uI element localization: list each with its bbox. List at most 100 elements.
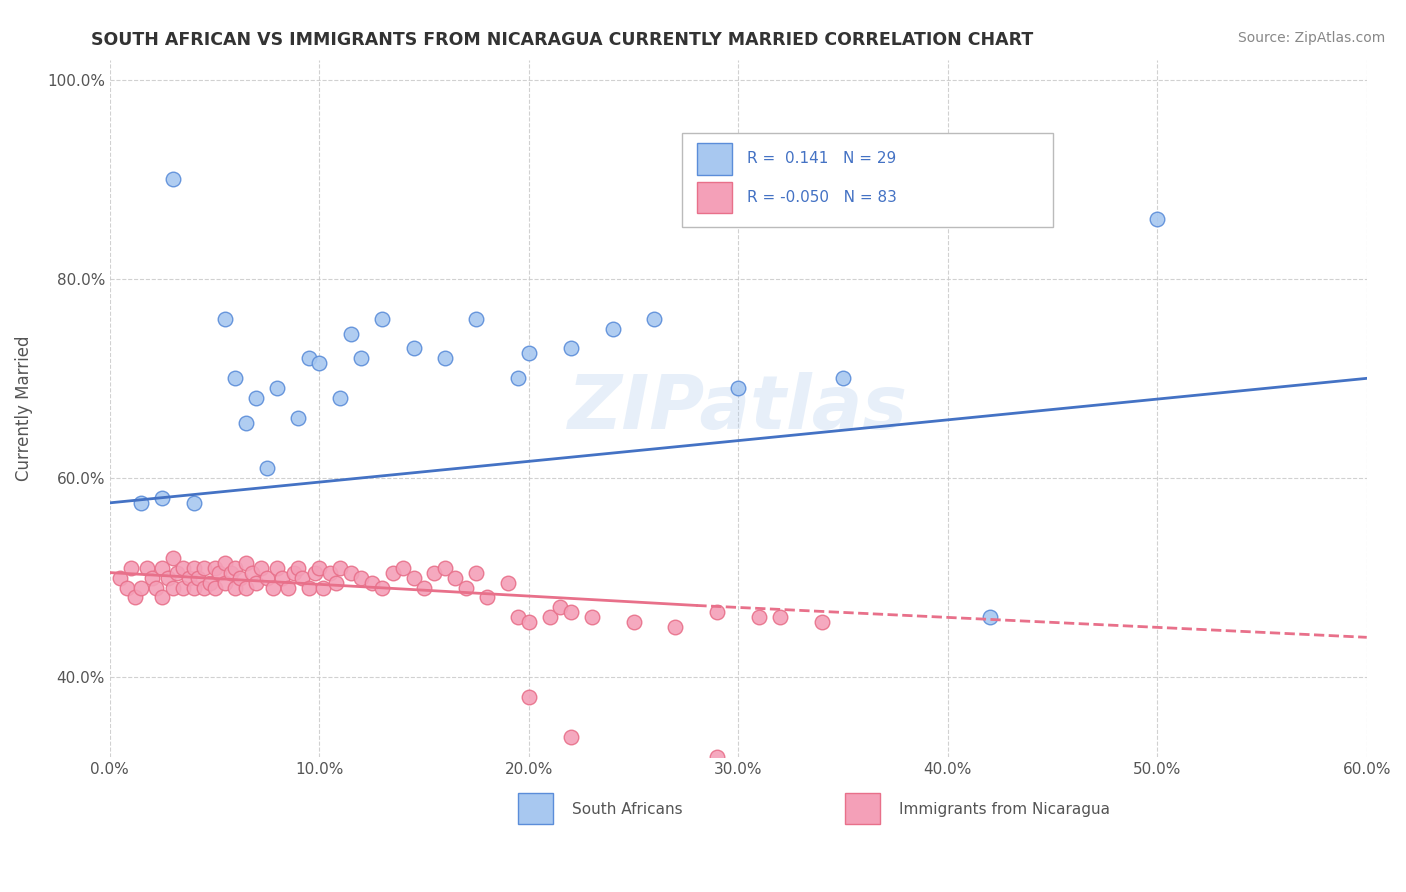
Text: South Africans: South Africans bbox=[572, 802, 683, 817]
Bar bbox=[697, 144, 733, 175]
Point bbox=[214, 311, 236, 326]
Point bbox=[162, 172, 184, 186]
Point bbox=[124, 591, 146, 605]
Point bbox=[235, 416, 257, 430]
Point bbox=[308, 356, 330, 370]
Point bbox=[402, 342, 425, 356]
Point bbox=[560, 730, 582, 744]
Text: R =  0.141   N = 29: R = 0.141 N = 29 bbox=[747, 152, 896, 167]
Point bbox=[277, 581, 299, 595]
Point bbox=[298, 581, 321, 595]
Point bbox=[508, 610, 530, 624]
Point bbox=[371, 581, 394, 595]
Point bbox=[256, 570, 278, 584]
Point bbox=[110, 570, 132, 584]
Point bbox=[979, 610, 1001, 624]
Point bbox=[291, 570, 314, 584]
Point bbox=[454, 581, 477, 595]
Point bbox=[256, 461, 278, 475]
Point bbox=[832, 371, 855, 385]
Point bbox=[141, 570, 163, 584]
Point bbox=[208, 566, 231, 580]
Point bbox=[204, 560, 226, 574]
Point bbox=[115, 581, 138, 595]
Point bbox=[371, 311, 394, 326]
Point bbox=[392, 560, 415, 574]
Point bbox=[245, 575, 267, 590]
Point bbox=[602, 321, 624, 335]
Point bbox=[664, 620, 686, 634]
Point bbox=[193, 581, 215, 595]
FancyBboxPatch shape bbox=[682, 133, 1053, 227]
Point bbox=[219, 566, 242, 580]
Point bbox=[623, 615, 645, 630]
Point bbox=[581, 610, 603, 624]
Point bbox=[517, 690, 540, 704]
Text: SOUTH AFRICAN VS IMMIGRANTS FROM NICARAGUA CURRENTLY MARRIED CORRELATION CHART: SOUTH AFRICAN VS IMMIGRANTS FROM NICARAG… bbox=[91, 31, 1033, 49]
Point bbox=[200, 575, 222, 590]
Point bbox=[150, 591, 173, 605]
Point bbox=[183, 496, 205, 510]
Point bbox=[266, 381, 288, 395]
Point bbox=[329, 391, 352, 405]
Point bbox=[193, 560, 215, 574]
Point bbox=[287, 560, 309, 574]
Point bbox=[214, 556, 236, 570]
Point bbox=[325, 575, 347, 590]
Point bbox=[413, 581, 436, 595]
Text: Immigrants from Nicaragua: Immigrants from Nicaragua bbox=[900, 802, 1111, 817]
Point bbox=[538, 610, 561, 624]
Point bbox=[270, 570, 292, 584]
Point bbox=[172, 581, 194, 595]
Point bbox=[402, 570, 425, 584]
Point bbox=[136, 560, 159, 574]
Point bbox=[162, 581, 184, 595]
Point bbox=[183, 560, 205, 574]
Point bbox=[811, 615, 834, 630]
Point bbox=[245, 391, 267, 405]
Point bbox=[423, 566, 446, 580]
Point bbox=[150, 560, 173, 574]
Point bbox=[235, 556, 257, 570]
Point bbox=[179, 570, 201, 584]
Point bbox=[517, 615, 540, 630]
Point bbox=[129, 581, 152, 595]
Point bbox=[748, 610, 770, 624]
Point bbox=[727, 381, 749, 395]
Point bbox=[129, 496, 152, 510]
Point bbox=[1146, 211, 1168, 226]
Point bbox=[304, 566, 326, 580]
Point bbox=[329, 560, 352, 574]
Point bbox=[319, 566, 342, 580]
Point bbox=[145, 581, 167, 595]
Bar bbox=[519, 793, 554, 824]
Point bbox=[187, 570, 209, 584]
Point bbox=[465, 311, 488, 326]
Point bbox=[444, 570, 467, 584]
Point bbox=[228, 570, 250, 584]
Point bbox=[308, 560, 330, 574]
Point bbox=[224, 560, 246, 574]
Point bbox=[266, 560, 288, 574]
Point bbox=[240, 566, 263, 580]
Point bbox=[287, 411, 309, 425]
Text: ZIPatlas: ZIPatlas bbox=[568, 372, 908, 445]
Point bbox=[769, 610, 792, 624]
Point bbox=[508, 371, 530, 385]
Point bbox=[496, 575, 519, 590]
Point bbox=[235, 581, 257, 595]
Point bbox=[548, 600, 571, 615]
Point bbox=[183, 581, 205, 595]
Point bbox=[664, 799, 686, 814]
Point bbox=[643, 311, 665, 326]
Point bbox=[150, 491, 173, 505]
Point bbox=[350, 570, 373, 584]
Point bbox=[214, 575, 236, 590]
Point bbox=[204, 581, 226, 595]
Y-axis label: Currently Married: Currently Married bbox=[15, 335, 32, 481]
Point bbox=[433, 560, 456, 574]
Point bbox=[706, 749, 728, 764]
Point bbox=[162, 550, 184, 565]
Point bbox=[339, 566, 361, 580]
Text: Source: ZipAtlas.com: Source: ZipAtlas.com bbox=[1237, 31, 1385, 45]
